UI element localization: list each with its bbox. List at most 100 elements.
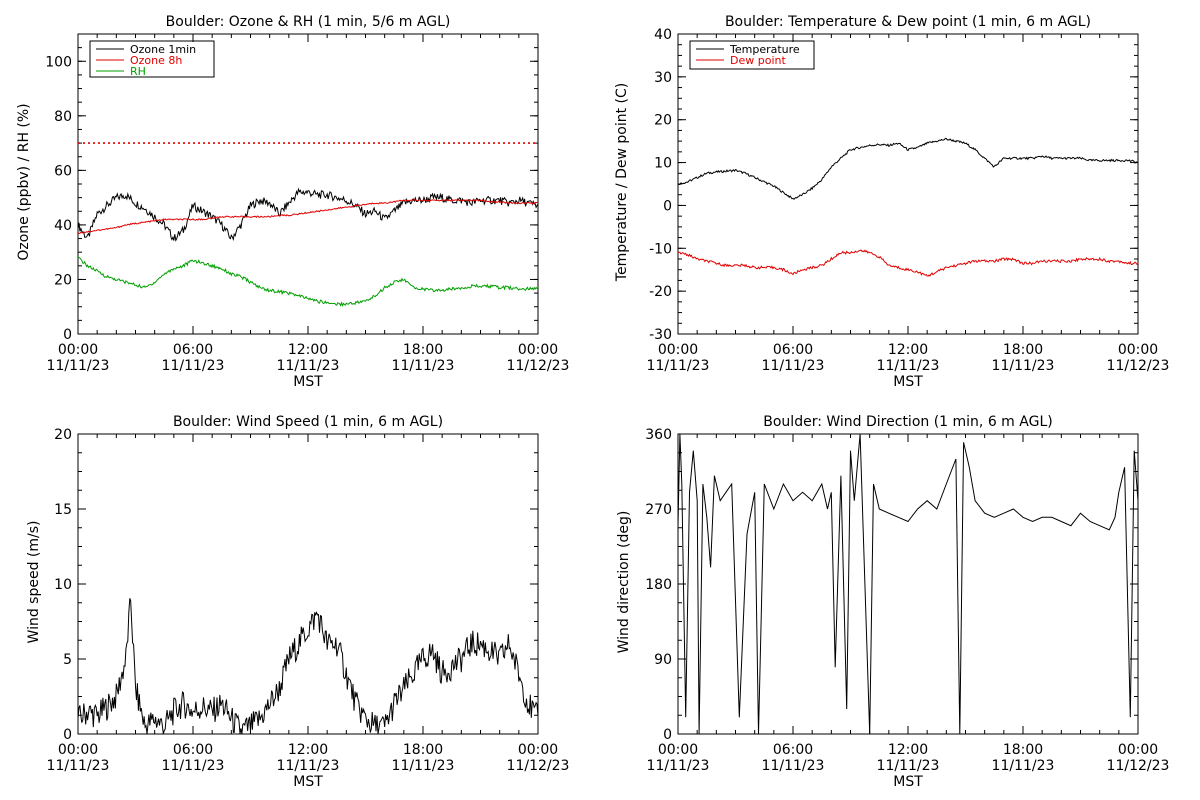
x-tick-label-time: 00:00 [518, 342, 558, 358]
y-tick-label: -10 [649, 241, 672, 257]
x-tick-label-date: 11/11/23 [647, 358, 710, 374]
y-tick-label: 360 [645, 427, 672, 443]
series-line-wind-speed [77, 598, 539, 735]
x-tick-label-date: 11/11/23 [277, 758, 340, 774]
x-tick-label-time: 18:00 [1003, 742, 1043, 758]
chart-title: Boulder: Ozone & RH (1 min, 5/6 m AGL) [166, 14, 451, 30]
x-tick-label-date: 11/11/23 [877, 358, 940, 374]
y-tick-label: 0 [63, 727, 72, 743]
plot-area [77, 433, 539, 735]
x-axis-label: MST [893, 774, 923, 790]
x-tick-label-time: 00:00 [658, 342, 698, 358]
legend: Ozone 1min Ozone 8h RH [89, 40, 215, 78]
y-tick-label: 80 [54, 109, 72, 125]
x-tick-label-time: 12:00 [288, 342, 328, 358]
y-tick-label: 10 [54, 577, 72, 593]
x-axis-label: MST [293, 374, 323, 390]
y-tick-label: 20 [54, 272, 72, 288]
x-tick-label-date: 11/11/23 [162, 358, 225, 374]
chart-wind-direction: Boulder: Wind Direction (1 min, 6 m AGL)… [616, 414, 1169, 790]
x-tick-label-time: 06:00 [773, 342, 813, 358]
y-tick-label: 180 [645, 577, 672, 593]
x-tick-label-time: 00:00 [1118, 742, 1158, 758]
y-tick-label: 10 [654, 156, 672, 172]
x-tick-label-date: 11/11/23 [162, 758, 225, 774]
x-tick-label-date: 11/11/23 [877, 758, 940, 774]
y-tick-label: 100 [45, 54, 72, 70]
plot-area [677, 33, 1139, 335]
x-tick-label-time: 00:00 [58, 742, 98, 758]
x-tick-label-date: 11/11/23 [762, 758, 825, 774]
x-tick-label-date: 11/11/23 [992, 758, 1055, 774]
y-tick-label: -30 [649, 327, 672, 343]
y-axis-label: Wind speed (m/s) [26, 521, 42, 644]
y-tick-label: 90 [654, 652, 672, 668]
x-tick-label-date: 11/11/23 [647, 758, 710, 774]
x-tick-label-time: 00:00 [658, 742, 698, 758]
legend-label-ozone-1min: Ozone 1min [130, 43, 196, 56]
chart-temperature-dewpoint: Boulder: Temperature & Dew point (1 min,… [614, 14, 1169, 390]
series-line-temperature [677, 137, 1139, 201]
x-tick-label-time: 00:00 [1118, 342, 1158, 358]
x-tick-label-time: 12:00 [288, 742, 328, 758]
x-tick-label-time: 12:00 [888, 342, 928, 358]
x-tick-label-time: 06:00 [773, 742, 813, 758]
y-tick-label: 270 [645, 502, 672, 518]
x-tick-label-date: 11/12/23 [1107, 358, 1170, 374]
y-tick-label: 60 [54, 163, 72, 179]
y-tick-label: 5 [63, 652, 72, 668]
plot-area [77, 33, 539, 335]
x-tick-label-date: 11/11/23 [277, 358, 340, 374]
y-tick-label: 15 [54, 502, 72, 518]
y-tick-label: 0 [663, 727, 672, 743]
chart-title: Boulder: Temperature & Dew point (1 min,… [725, 14, 1091, 30]
x-tick-label-date: 11/11/23 [992, 358, 1055, 374]
series-line-ozone-1min [77, 187, 539, 242]
chart-ozone-rh: Boulder: Ozone & RH (1 min, 5/6 m AGL) O… [16, 14, 569, 390]
legend: Temperature Dew point [689, 40, 815, 70]
legend-label-rh: RH [130, 65, 146, 78]
x-tick-label-date: 11/11/23 [392, 358, 455, 374]
x-tick-label-date: 11/12/23 [1107, 758, 1170, 774]
series-line-ozone-8h [77, 198, 539, 234]
x-tick-label-time: 18:00 [403, 342, 443, 358]
series-line-rh [77, 256, 539, 307]
y-tick-label: 40 [54, 218, 72, 234]
x-tick-label-date: 11/11/23 [47, 758, 110, 774]
x-tick-label-date: 11/11/23 [762, 358, 825, 374]
x-axis-label: MST [293, 774, 323, 790]
series-line-dew-point [677, 249, 1139, 277]
x-tick-label-time: 18:00 [403, 742, 443, 758]
x-tick-label-date: 11/11/23 [47, 358, 110, 374]
legend-label-temperature: Temperature [729, 43, 800, 56]
x-tick-label-date: 11/12/23 [507, 358, 570, 374]
y-tick-label: 40 [654, 27, 672, 43]
legend-label-dew-point: Dew point [730, 54, 786, 67]
y-tick-label: 0 [663, 198, 672, 214]
x-tick-label-time: 18:00 [1003, 342, 1043, 358]
x-tick-label-date: 11/11/23 [392, 758, 455, 774]
x-tick-label-time: 06:00 [173, 342, 213, 358]
x-axis-label: MST [893, 374, 923, 390]
series-line-wind-direction [677, 433, 1139, 735]
y-tick-label: 30 [654, 70, 672, 86]
y-axis-label: Temperature / Dew point (C) [614, 83, 630, 282]
y-tick-label: 20 [654, 113, 672, 129]
x-tick-label-time: 06:00 [173, 742, 213, 758]
y-tick-label: -20 [649, 284, 672, 300]
chart-wind-speed: Boulder: Wind Speed (1 min, 6 m AGL) Win… [26, 414, 569, 790]
y-tick-label: 0 [63, 327, 72, 343]
x-tick-label-date: 11/12/23 [507, 758, 570, 774]
plot-area [677, 433, 1139, 735]
x-tick-label-time: 12:00 [888, 742, 928, 758]
chart-title: Boulder: Wind Speed (1 min, 6 m AGL) [173, 414, 443, 430]
x-tick-label-time: 00:00 [518, 742, 558, 758]
chart-title: Boulder: Wind Direction (1 min, 6 m AGL) [763, 414, 1052, 430]
x-tick-label-time: 00:00 [58, 342, 98, 358]
y-tick-label: 20 [54, 427, 72, 443]
legend-label-ozone-8h: Ozone 8h [130, 54, 182, 67]
y-axis-label: Wind direction (deg) [616, 511, 632, 654]
y-axis-label: Ozone (ppbv) / RH (%) [16, 103, 32, 260]
legend-box [689, 40, 815, 70]
